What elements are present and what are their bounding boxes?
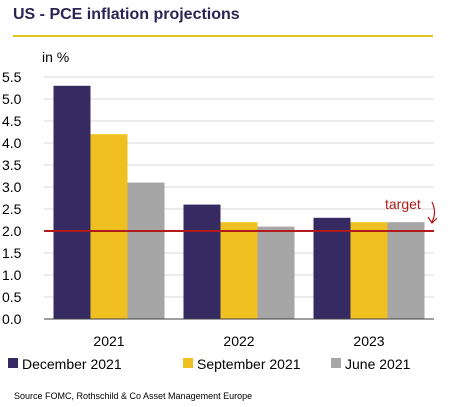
x-tick-label: 2022: [223, 333, 254, 349]
y-tick-label: 4.0: [2, 135, 22, 151]
bar: [350, 222, 388, 319]
y-axis-label: in %: [42, 49, 69, 65]
legend-label: December 2021: [22, 356, 122, 372]
bar: [220, 222, 258, 319]
legend-swatch: [183, 358, 193, 368]
target-arrow-icon: [427, 201, 438, 224]
legend-label: June 2021: [345, 356, 411, 372]
y-tick-label: 5.0: [2, 91, 22, 107]
y-tick-label: 4.5: [2, 113, 22, 129]
y-tick-label: 0.0: [2, 311, 22, 327]
bar: [53, 85, 91, 319]
y-tick-label: 1.0: [2, 267, 22, 283]
bar: [387, 222, 425, 319]
y-tick-label: 2.0: [2, 223, 22, 239]
y-tick-label: 1.5: [2, 245, 22, 261]
legend-swatch: [331, 358, 341, 368]
x-tick-label: 2021: [93, 333, 124, 349]
legend-swatch: [8, 358, 18, 368]
target-label: target: [385, 196, 421, 212]
bar: [257, 226, 295, 319]
y-tick-label: 5.5: [2, 69, 22, 85]
y-tick-label: 2.5: [2, 201, 22, 217]
title-rule: [13, 35, 433, 37]
legend-label: September 2021: [197, 356, 301, 372]
bar: [313, 217, 351, 319]
bar: [90, 134, 128, 319]
x-tick-label: 2023: [353, 333, 384, 349]
source-note: Source FOMC, Rothschild & Co Asset Manag…: [14, 391, 253, 401]
bar: [127, 182, 165, 319]
y-tick-label: 3.0: [2, 179, 22, 195]
y-tick-label: 3.5: [2, 157, 22, 173]
bar: [183, 204, 221, 319]
chart-title: US - PCE inflation projections: [13, 6, 240, 23]
y-tick-label: 0.5: [2, 289, 22, 305]
